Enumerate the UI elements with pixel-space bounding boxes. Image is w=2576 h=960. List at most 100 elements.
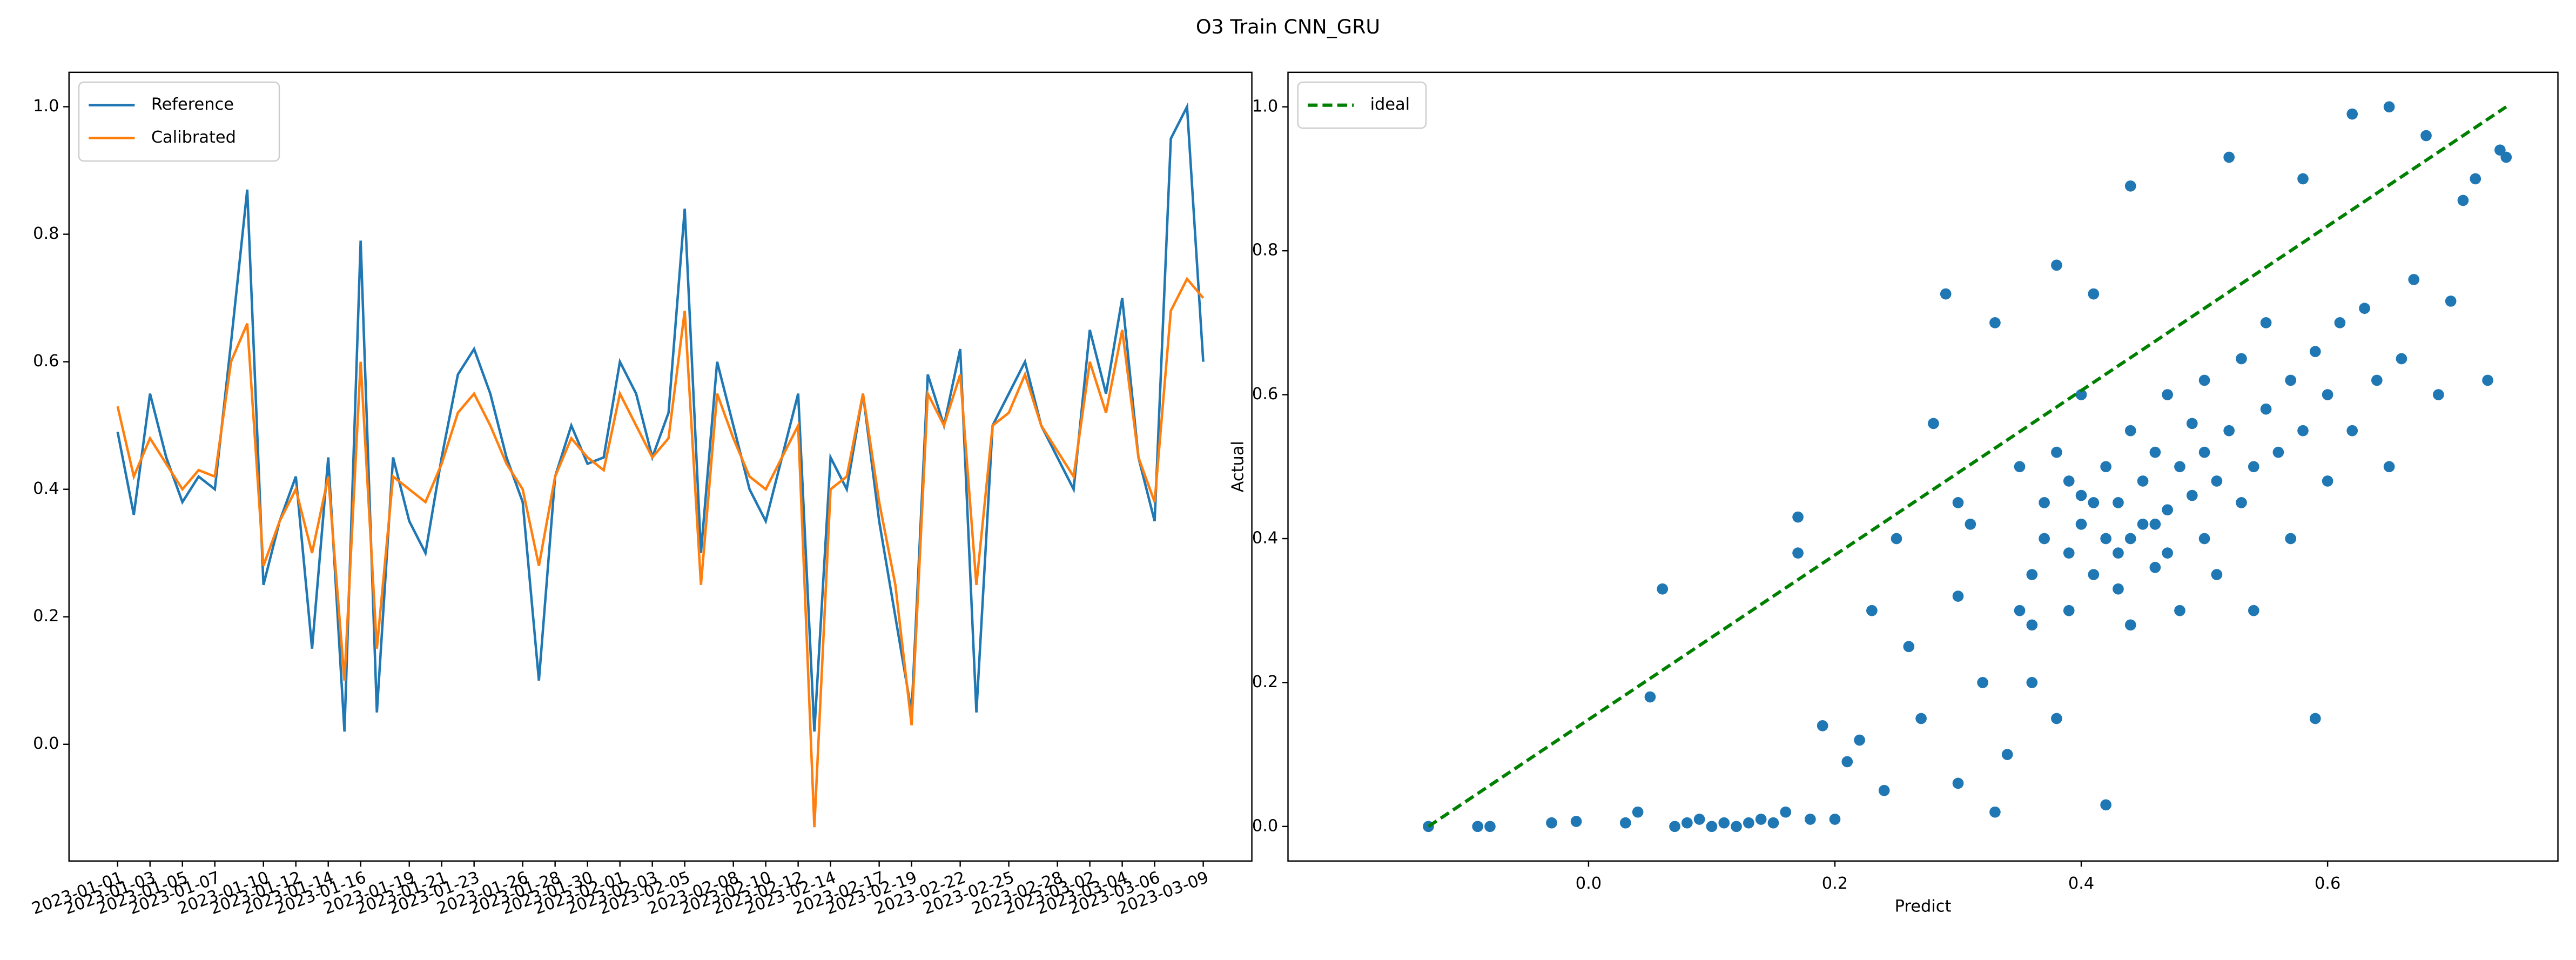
scatter-point: [2162, 547, 2174, 559]
y-tick-label: 0.2: [33, 607, 59, 626]
scatter-point: [2260, 317, 2272, 328]
scatter-point: [2260, 403, 2272, 415]
marks: [116, 102, 1205, 828]
axes-frame: [1287, 71, 2559, 862]
y-tick-label: 1.0: [33, 97, 59, 116]
scatter-point: [1940, 288, 1952, 300]
scatter-point: [1755, 814, 1767, 825]
scatter-point: [2285, 533, 2297, 545]
scatter-point: [2124, 425, 2136, 437]
scatter-point: [2026, 569, 2038, 580]
scatter-point: [2088, 569, 2100, 580]
y-tick-label: 0.6: [1252, 385, 1278, 404]
reference-line: [1427, 105, 2507, 828]
scatter-point: [2334, 317, 2346, 328]
scatter-point: [2039, 533, 2050, 545]
scatter-point: [2075, 489, 2087, 501]
scatter-point: [2371, 374, 2383, 386]
scatter-point: [2113, 547, 2124, 559]
scatter-point: [1693, 814, 1705, 825]
y-tick-label: 0.8: [33, 224, 59, 243]
legend-label: ideal: [1370, 95, 1410, 114]
scatter-point: [1829, 814, 1841, 825]
scatter-point: [1731, 821, 1742, 833]
legend: Reference Calibrated: [78, 81, 280, 162]
y-tick-label: 0.2: [1252, 673, 1278, 692]
legend-label: Calibrated: [151, 128, 236, 147]
scatter-point: [2137, 519, 2149, 530]
scatter-point: [1484, 821, 1496, 833]
scatter-point: [2248, 605, 2259, 616]
legend-box: [1297, 81, 1427, 129]
scatter-point: [2063, 547, 2075, 559]
scatter-point: [1952, 590, 1964, 602]
scatter-point: [1817, 720, 1828, 731]
scatter-point: [2198, 446, 2210, 458]
scatter-point: [2113, 497, 2124, 508]
scatter-point: [2149, 561, 2161, 573]
axes-frame: [68, 71, 1253, 862]
scatter-point: [1780, 806, 1792, 818]
scatter-point: [2198, 374, 2210, 386]
scatter-point: [2014, 461, 2026, 473]
scatter-point: [1903, 641, 1915, 653]
y-tick-label: 0.4: [33, 479, 59, 498]
scatter-point: [2088, 497, 2100, 508]
scatter-point: [1706, 821, 1718, 833]
scatter-point: [1718, 817, 1730, 829]
scatter-point: [1854, 734, 1865, 746]
scatter-point: [1805, 814, 1816, 825]
scatter-point: [1644, 691, 1656, 703]
scatter-point: [2001, 749, 2013, 760]
scatter-point: [2309, 713, 2321, 724]
y-tick-label: 0.4: [1252, 528, 1278, 547]
scatter-point: [2420, 130, 2432, 142]
x-tick-label: 0.0: [1576, 874, 1602, 893]
scatter-point: [1743, 817, 1754, 829]
scatter-point: [2272, 446, 2284, 458]
scatter-point: [1952, 497, 1964, 508]
scatter-point: [2359, 303, 2370, 314]
scatter-point: [2470, 173, 2481, 185]
scatter-point: [1767, 817, 1779, 829]
scatter-point: [1669, 821, 1680, 833]
scatter-point: [1632, 806, 1644, 818]
scatter-point: [1989, 806, 2001, 818]
scatter-point: [2137, 475, 2149, 487]
scatter-point: [2346, 425, 2358, 437]
scatter-point: [2026, 677, 2038, 688]
scatter-point: [1546, 817, 1557, 829]
scatter-point: [2457, 194, 2469, 206]
scatter-point: [1657, 583, 1669, 595]
x-axis-label: Predict: [1895, 897, 1952, 916]
scatter-point: [2223, 425, 2235, 437]
scatter-point: [2433, 389, 2444, 400]
scatter-point: [2297, 173, 2309, 185]
scatter-point: [2039, 497, 2050, 508]
scatter-point: [1841, 756, 1853, 768]
scatter-point: [2100, 533, 2111, 545]
scatter-point: [2124, 533, 2136, 545]
plot-area: [1288, 72, 2558, 861]
scatter-point: [2223, 151, 2235, 163]
scatter-point: [1928, 418, 1939, 429]
scatter-point: [2383, 461, 2395, 473]
axes: 0.0 0.2 0.4 0.6 0.8 1.0 0.0 0.2 0.4 0.6 Predict Act…: [1229, 71, 2559, 916]
y-tick-label: 0.6: [33, 352, 59, 371]
scatter-point: [2186, 418, 2198, 429]
scatter-point: [2162, 389, 2174, 400]
scatter-point: [2198, 533, 2210, 545]
scatter-point: [2051, 446, 2062, 458]
scatter-point: [1977, 677, 1988, 688]
figure-title: O3 Train CNN_GRU: [1196, 15, 1380, 38]
data-line: [116, 277, 1205, 828]
scatter-point: [2100, 799, 2111, 811]
scatter-point: [2236, 353, 2247, 365]
scatter-point: [2051, 259, 2062, 271]
scatter-point: [2248, 461, 2259, 473]
scatter-point: [1619, 817, 1631, 829]
scatter-point: [1792, 511, 1804, 523]
legend-label: Reference: [151, 95, 234, 114]
scatter-point: [1989, 317, 2001, 328]
scatter-point: [2445, 296, 2457, 307]
